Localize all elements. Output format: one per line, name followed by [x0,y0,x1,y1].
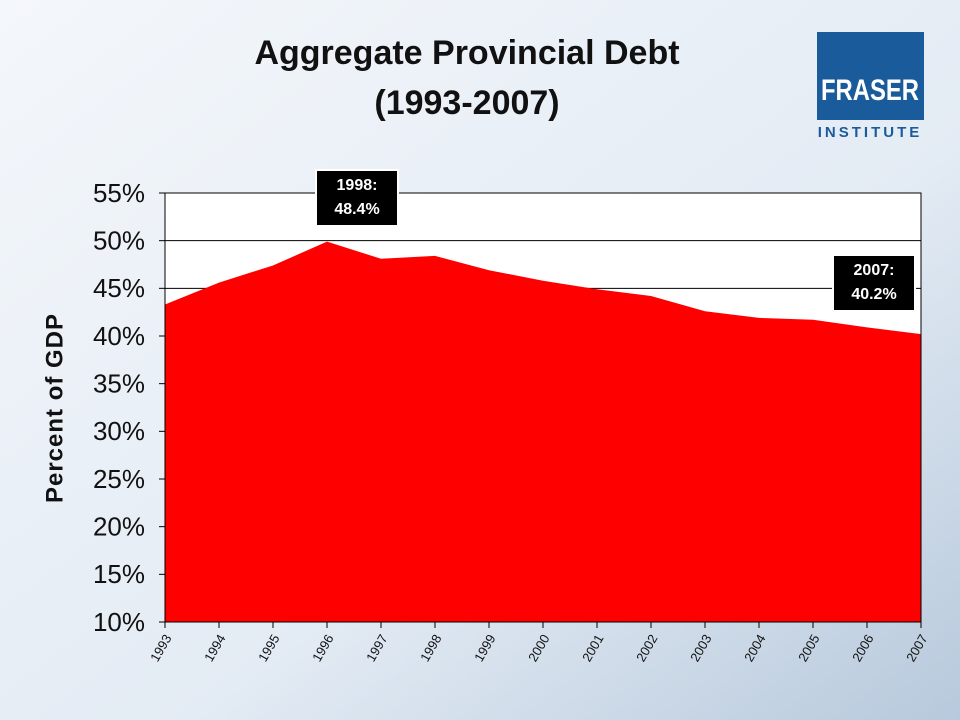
logo-box [817,32,924,120]
y-axis-label: Percent of GDP [41,313,68,503]
y-tick-label: 15% [93,559,145,589]
y-tick-label: 25% [93,464,145,494]
area [165,241,921,622]
annotation-box [315,169,399,227]
chart-subtitle: (1993-2007) [374,84,559,122]
annotation-text: 40.2% [851,286,896,303]
y-tick-label: 55% [93,178,145,208]
annotation-text: 48.4% [334,201,379,218]
annotation-text: 2007: [854,262,895,279]
y-tick-label: 40% [93,321,145,351]
y-tick-label: 45% [93,273,145,303]
y-tick-label: 35% [93,369,145,399]
logo-sub: INSTITUTE [818,124,923,141]
chart-title: Aggregate Provincial Debt [254,34,679,72]
y-tick-label: 30% [93,416,145,446]
logo-name: FRASER [821,74,919,107]
annotation-box [832,254,916,312]
y-tick-label: 50% [93,226,145,256]
annotation-text: 1998: [337,177,378,194]
y-tick-label: 10% [93,607,145,637]
y-tick-label: 20% [93,512,145,542]
